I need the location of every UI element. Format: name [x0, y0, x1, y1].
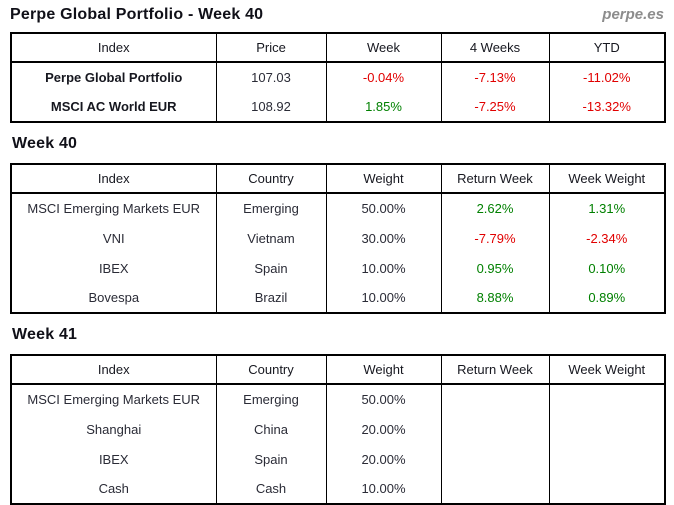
table-cell: Brazil — [215, 283, 326, 313]
table-cell: 2.62% — [440, 193, 549, 223]
column-header-week: Week — [325, 33, 441, 63]
table-cell: 10.00% — [325, 283, 441, 313]
summary-table-body: Perpe Global Portfolio 107.03 -0.04% -7.13%… — [11, 62, 665, 122]
table-cell — [548, 474, 665, 504]
table-cell: VNI — [102, 230, 125, 246]
week-41-table: Index Country Weight Return Week Week We… — [10, 354, 666, 505]
column-header-country: Country — [215, 164, 326, 194]
table-cell — [548, 384, 665, 414]
table-cell: 108.92 — [215, 92, 326, 122]
table-row: Perpe Global Portfolio 107.03 -0.04% -7.13%… — [11, 62, 665, 92]
table-cell: Cash — [98, 481, 129, 496]
page-title: Perpe Global Portfolio - Week 40 — [10, 6, 264, 23]
table-cell — [440, 414, 549, 444]
table-cell: MSCI Emerging Markets EUR — [27, 201, 201, 216]
column-header-price: Price — [215, 33, 326, 63]
table-cell: Emerging — [215, 193, 326, 223]
table-cell: IBEX — [98, 451, 129, 467]
table-cell: 1.31% — [548, 193, 665, 223]
table-cell: 8.88% — [440, 283, 549, 313]
table-cell — [440, 444, 549, 474]
column-header-index: Index — [11, 355, 216, 385]
table-row: MSCI Emerging Markets EUR Emerging 50.00% 2… — [11, 193, 665, 223]
column-header-return-week: Return Week — [440, 355, 549, 385]
portfolio-summary-table: Index Price Week 4 Weeks YTD Perpe Globa… — [10, 32, 666, 123]
column-header-country: Country — [215, 355, 326, 385]
table-cell: 20.00% — [325, 444, 441, 474]
table-cell: -7.25% — [440, 92, 549, 122]
table-cell: IBEX — [98, 260, 129, 276]
table-cell: 10.00% — [325, 253, 441, 283]
table-row: Bovespa Brazil 10.00% 8.88% 0.89% — [11, 283, 665, 313]
table-row: MSCI AC World EUR 108.92 1.85% -7.25% -13.32… — [11, 92, 665, 122]
table-cell: 107.03 — [215, 62, 326, 92]
table-cell: MSCI Emerging Markets EUR — [27, 392, 201, 407]
column-header-week-weight: Week Weight — [548, 164, 665, 194]
section-title-week-41: Week 41 — [12, 326, 78, 343]
table-row: Shanghai China 20.00% — [11, 414, 665, 444]
table-cell: MSCI AC World EUR — [50, 99, 177, 114]
week-40-table-body: MSCI Emerging Markets EUR Emerging 50.00% 2… — [11, 193, 665, 313]
table-cell — [440, 474, 549, 504]
table-cell: -0.04% — [325, 62, 441, 92]
table-cell: 50.00% — [325, 384, 441, 414]
brand-logo: perpe.es — [602, 6, 664, 23]
column-header-week-weight: Week Weight — [548, 355, 665, 385]
week-40-table-head: Index Country Weight Return Week Week We… — [11, 164, 665, 194]
table-cell: Vietnam — [215, 223, 326, 253]
summary-table-head: Index Price Week 4 Weeks YTD — [11, 33, 665, 63]
week-41-table-head: Index Country Weight Return Week Week We… — [11, 355, 665, 385]
column-header-weight: Weight — [325, 355, 441, 385]
table-row: IBEX Spain 10.00% 0.95% 0.10% — [11, 253, 665, 283]
header-row: Index Price Week 4 Weeks YTD — [11, 33, 665, 63]
table-cell — [548, 414, 665, 444]
header-row: Index Country Weight Return Week Week We… — [11, 355, 665, 385]
table-cell: 30.00% — [325, 223, 441, 253]
table-cell: China — [215, 414, 326, 444]
report-header: Perpe Global Portfolio - Week 40 perpe.e… — [10, 6, 664, 24]
table-cell: 0.95% — [440, 253, 549, 283]
table-cell: 10.00% — [325, 474, 441, 504]
column-header-weight: Weight — [325, 164, 441, 194]
column-header-index: Index — [11, 33, 216, 63]
table-cell: Shanghai — [86, 421, 142, 437]
section-title-week-40: Week 40 — [12, 135, 78, 152]
table-cell: -7.79% — [440, 223, 549, 253]
table-row: MSCI Emerging Markets EUR Emerging 50.00% — [11, 384, 665, 414]
column-header-index: Index — [11, 164, 216, 194]
table-cell: 0.89% — [548, 283, 665, 313]
table-cell — [548, 444, 665, 474]
table-cell: Cash — [215, 474, 326, 504]
table-cell: Spain — [215, 444, 326, 474]
column-header-ytd: YTD — [548, 33, 665, 63]
table-cell: -13.32% — [548, 92, 665, 122]
table-cell: -7.13% — [440, 62, 549, 92]
week-41-table-body: MSCI Emerging Markets EUR Emerging 50.00% S… — [11, 384, 665, 504]
header-row: Index Country Weight Return Week Week We… — [11, 164, 665, 194]
table-row: IBEX Spain 20.00% — [11, 444, 665, 474]
table-row: Cash Cash 10.00% — [11, 474, 665, 504]
table-cell: 1.85% — [325, 92, 441, 122]
column-header-4-weeks: 4 Weeks — [440, 33, 549, 63]
table-cell: -11.02% — [548, 62, 665, 92]
table-cell: 0.10% — [548, 253, 665, 283]
table-cell: Emerging — [215, 384, 326, 414]
table-cell: Bovespa — [88, 290, 140, 305]
table-cell: Spain — [215, 253, 326, 283]
table-row: VNI Vietnam 30.00% -7.79% -2.34% — [11, 223, 665, 253]
table-cell: Perpe Global Portfolio — [45, 70, 183, 85]
table-cell — [440, 384, 549, 414]
column-header-return-week: Return Week — [440, 164, 549, 194]
table-cell: -2.34% — [548, 223, 665, 253]
week-40-table: Index Country Weight Return Week Week We… — [10, 163, 666, 314]
table-cell: 50.00% — [325, 193, 441, 223]
table-cell: 20.00% — [325, 414, 441, 444]
